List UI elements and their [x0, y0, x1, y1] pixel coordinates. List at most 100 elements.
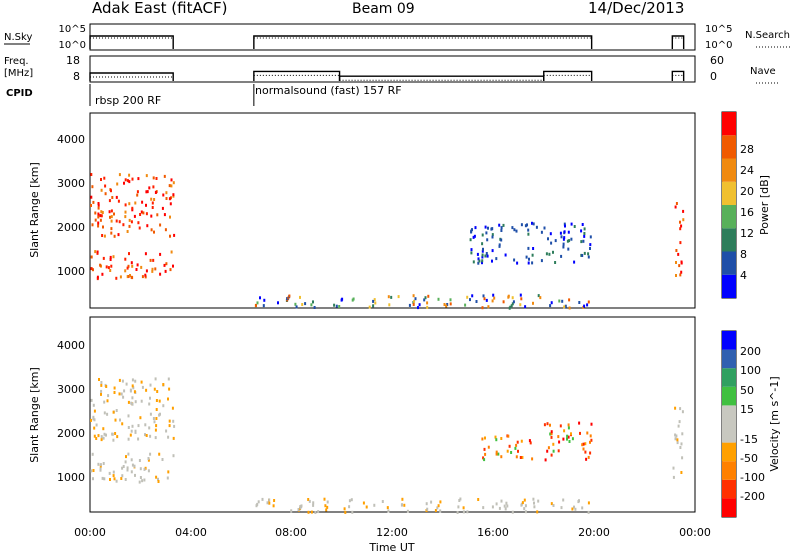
power-cell-3-70 — [484, 254, 487, 258]
power-cell-3-40 — [485, 252, 488, 255]
power-cell-2-39 — [255, 303, 257, 307]
velocity-cell-1-64 — [134, 379, 137, 383]
power-cell-2-70 — [351, 298, 354, 302]
velocity-cell-1-88 — [148, 426, 151, 430]
velocity-cell-2-82 — [524, 504, 527, 508]
power-cell-2-65 — [568, 306, 571, 310]
velocity-cell-0-38 — [127, 452, 130, 456]
cpid-label: CPID — [6, 88, 33, 99]
velocity-cell-1-62 — [95, 423, 98, 427]
velocity-cell-1-36 — [134, 400, 137, 404]
power-cell-4-8 — [678, 264, 681, 268]
power-cell-2-34 — [294, 302, 297, 306]
power-cell-3-31 — [525, 255, 528, 259]
power-cell-1-34 — [113, 212, 115, 216]
velocity-cbtick-m50: -50 — [740, 452, 758, 465]
power-cell-1-95 — [110, 219, 113, 223]
velocity-cell-1-11 — [93, 434, 96, 438]
velocity-cell-2-46 — [326, 500, 329, 504]
velocity-cell-2-1 — [511, 510, 514, 514]
velocity-cell-3-28 — [495, 450, 498, 454]
power-cell-1-86 — [170, 184, 173, 188]
velocity-cell-1-73 — [90, 418, 92, 422]
nsky-left-tick-bottom: 10^0 — [59, 40, 86, 51]
power-cell-1-4 — [155, 177, 158, 180]
power-cell-4-9 — [675, 261, 677, 264]
velocity-cell-1-60 — [111, 432, 114, 436]
velocity-cell-0-53 — [130, 458, 133, 462]
power-cell-3-50 — [527, 261, 530, 265]
power-cell-2-16 — [561, 299, 564, 303]
velocity-colorbar-swatch-5 — [722, 405, 736, 424]
power-cell-1-53 — [145, 203, 147, 207]
velocity-cell-1-57 — [120, 392, 123, 396]
velocity-cell-2-24 — [457, 505, 460, 509]
power-cell-3-15 — [580, 240, 583, 244]
velocity-cell-3-10 — [495, 452, 498, 456]
velocity-cbtick-100: 100 — [740, 364, 761, 377]
velocity-cell-1-19 — [100, 392, 102, 396]
power-cell-2-9 — [310, 303, 313, 307]
velocity-cell-1-20 — [162, 404, 165, 408]
power-cell-2-82 — [483, 297, 486, 301]
power-cell-3-59 — [531, 253, 534, 257]
power-cell-3-3 — [583, 227, 586, 231]
power-cell-3-82 — [560, 254, 563, 258]
power-cell-1-96 — [110, 189, 112, 193]
power-cell-4-14 — [675, 274, 677, 277]
velocity-cell-2-80 — [578, 499, 580, 503]
velocity-colorbar-swatch-2 — [722, 461, 736, 480]
power-cell-2-54 — [301, 303, 304, 306]
power-cell-3-72 — [527, 246, 530, 250]
power-cell-2-46 — [426, 301, 429, 305]
power-cell-0-36 — [144, 252, 147, 256]
power-cell-2-61 — [390, 295, 393, 299]
velocity-cell-5-14 — [678, 420, 681, 424]
nsky-line-0 — [89, 35, 174, 49]
velocity-cell-2-8 — [406, 509, 409, 513]
velocity-cell-3-1 — [481, 437, 484, 441]
velocity-cell-3-18 — [500, 455, 503, 459]
velocity-cell-1-41 — [129, 389, 132, 393]
velocity-cell-2-72 — [308, 499, 311, 503]
power-cell-3-102 — [498, 244, 501, 248]
power-cell-2-68 — [412, 303, 415, 306]
velocity-cell-2-14 — [350, 498, 353, 502]
power-cell-1-33 — [150, 197, 153, 201]
power-cell-3-97 — [581, 254, 584, 257]
velocity-cell-1-101 — [98, 378, 100, 381]
power-cell-1-62 — [142, 211, 145, 215]
power-cell-1-80 — [153, 230, 155, 234]
velocity-cell-2-71 — [524, 510, 527, 514]
power-cell-2-66 — [583, 304, 586, 308]
power-cell-1-18 — [159, 223, 162, 227]
chart-marks — [89, 35, 736, 517]
velocity-cell-1-15 — [167, 377, 170, 381]
velocity-cell-0-13 — [99, 467, 102, 471]
power-cell-1-82 — [150, 214, 153, 218]
velocity-cell-2-28 — [523, 507, 526, 511]
velocity-cell-1-56 — [114, 432, 117, 435]
power-cell-2-76 — [262, 304, 265, 308]
velocity-cell-2-65 — [426, 507, 429, 511]
freq-step-4 — [671, 70, 685, 81]
nsky-label: N.Sky — [4, 32, 32, 43]
velocity-cell-4-24 — [590, 422, 593, 426]
velocity-cell-1-91 — [100, 438, 103, 442]
power-cell-1-67 — [134, 201, 137, 205]
power-cell-3-81 — [567, 247, 570, 251]
power-cell-3-8 — [563, 236, 566, 240]
velocity-cell-2-64 — [552, 504, 555, 507]
velocity-cell-1-63 — [121, 379, 124, 383]
power-cell-3-84 — [472, 235, 475, 239]
power-cell-2-62 — [464, 303, 467, 307]
power-cell-3-75 — [563, 222, 566, 226]
power-cell-2-19 — [520, 297, 523, 301]
velocity-cell-2-61 — [532, 497, 535, 501]
velocity-cell-4-27 — [562, 437, 565, 441]
velocity-cell-3-4 — [520, 439, 523, 443]
velocity-cell-4-11 — [567, 435, 570, 439]
power-cell-1-21 — [110, 209, 113, 213]
velocity-cell-2-60 — [261, 497, 264, 501]
power-cell-2-47 — [511, 296, 514, 300]
